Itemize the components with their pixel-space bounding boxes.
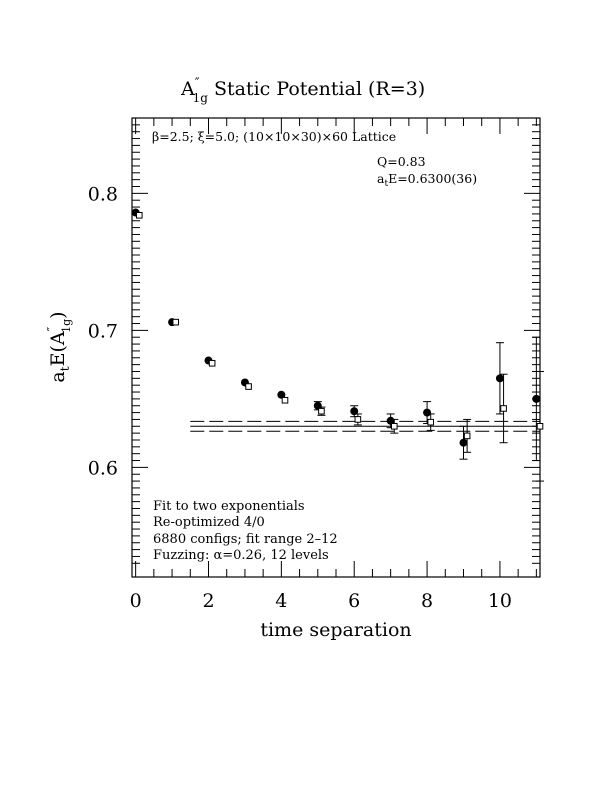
- open-square-point: [390, 422, 398, 430]
- y-tick-label: 0.7: [88, 320, 118, 342]
- filled-circle-point: [423, 408, 432, 417]
- filled-circle-point: [532, 394, 541, 403]
- open-square-point: [281, 396, 289, 404]
- x-tick-label: 0: [130, 590, 142, 612]
- x-tick-label: 4: [275, 590, 287, 612]
- open-square-point: [427, 418, 435, 426]
- fit-energy: atE=0.6300(36): [377, 171, 477, 189]
- x-tick-label: 8: [421, 590, 433, 612]
- y-tick-label: 0.6: [88, 457, 118, 479]
- x-tick-labels: 0 2 4 6 8 10: [130, 590, 512, 612]
- open-square-point: [135, 211, 143, 219]
- y-tick-label: 0.8: [88, 183, 118, 205]
- axis-ticks: [132, 118, 540, 577]
- note-configs: 6880 configs; fit range 2–12: [153, 532, 338, 547]
- lattice-text: β=2.5; ξ=5.0; (10×10×30)×60 Lattice: [152, 129, 396, 144]
- filled-circle-point: [350, 407, 359, 416]
- open-square-point: [208, 359, 216, 367]
- filled-circle-point: [277, 390, 286, 399]
- y-tick-labels: 0.6 0.7 0.8: [88, 183, 118, 479]
- open-square-point: [318, 407, 325, 415]
- note-fit-type: Fit to two exponentials: [153, 499, 305, 514]
- note-optimization: Re-optimized 4/0: [153, 515, 265, 530]
- fit-band: [190, 420, 540, 432]
- x-tick-label: 6: [348, 590, 360, 612]
- y-axis-label: atE(A″1g): [45, 311, 73, 382]
- x-tick-label: 2: [202, 590, 214, 612]
- fit-quality: Q=0.83: [377, 154, 426, 169]
- x-axis-label: time separation: [260, 619, 411, 641]
- filled-circle-point: [459, 438, 468, 447]
- note-fuzzing: Fuzzing: α=0.26, 12 levels: [153, 548, 329, 563]
- open-square-point: [354, 416, 362, 423]
- chart-title: A″ 1g Static Potential (R=3): [180, 76, 425, 105]
- data-points: [131, 208, 544, 482]
- open-square-point: [536, 422, 544, 430]
- open-square-point: [245, 383, 252, 390]
- open-square-point: [500, 405, 507, 412]
- filled-circle-point: [495, 374, 504, 383]
- filled-circle-point: [386, 416, 395, 425]
- open-square-point: [172, 318, 180, 326]
- filled-circle-point: [313, 401, 322, 410]
- open-square-point: [463, 432, 471, 440]
- x-tick-label: 10: [488, 590, 512, 612]
